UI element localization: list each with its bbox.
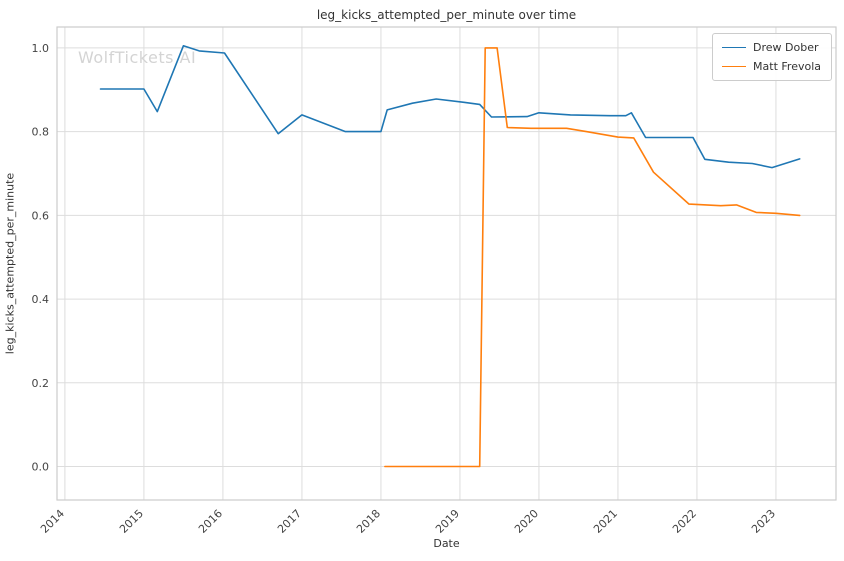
legend-label: Drew Dober — [753, 41, 819, 54]
series-line-matt-frevola — [384, 47, 801, 468]
x-axis-label: Date — [433, 537, 460, 550]
x-tick-label: 2020 — [512, 507, 541, 536]
y-axis-label: leg_kicks_attempted_per_minute — [3, 172, 17, 355]
x-tick-label: 2017 — [275, 507, 304, 536]
plot-border — [56, 26, 837, 501]
chart-title: leg_kicks_attempted_per_minute over time — [316, 8, 577, 22]
y-tick-label: 0.2 — [32, 377, 50, 390]
x-tick-label: 2021 — [591, 507, 620, 536]
legend-line-swatch-blue — [722, 47, 747, 48]
y-tick-label: 0.6 — [32, 209, 50, 222]
x-tick-label: 2018 — [354, 507, 383, 536]
y-tick-label: 0.0 — [32, 461, 50, 474]
legend-item-matt-frevola: Matt Frevola — [722, 60, 821, 73]
x-tick-label: 2022 — [670, 507, 699, 536]
y-tick-label: 0.8 — [32, 126, 50, 139]
legend-label: Matt Frevola — [753, 60, 821, 73]
legend: Drew Dober Matt Frevola — [712, 33, 832, 81]
x-tick-label: 2019 — [433, 507, 462, 536]
x-tick-label: 2015 — [117, 507, 146, 536]
x-tick-label: 2016 — [196, 507, 225, 536]
y-tick-label: 1.0 — [32, 42, 50, 55]
legend-line-swatch-orange — [722, 66, 747, 67]
series-line-drew-dober — [99, 44, 801, 169]
y-tick-label: 0.4 — [32, 293, 50, 306]
x-tick-label: 2023 — [749, 507, 778, 536]
x-tick-label: 2014 — [38, 507, 67, 536]
legend-item-drew-dober: Drew Dober — [722, 41, 821, 54]
watermark-text: WolfTickets AI — [78, 48, 197, 67]
